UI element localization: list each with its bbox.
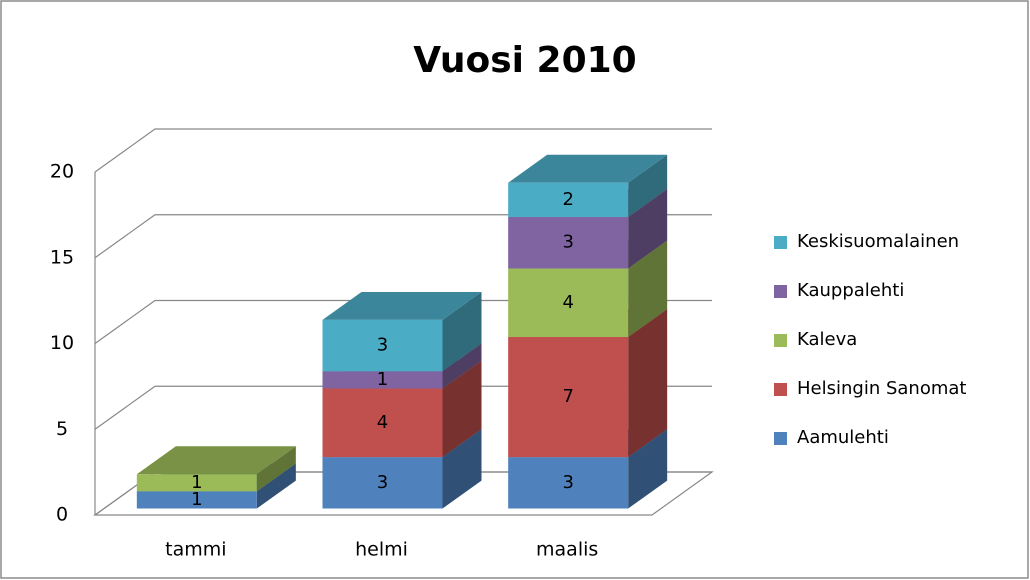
bar <box>322 388 443 458</box>
bar-side <box>442 291 482 372</box>
legend-swatch <box>774 285 787 298</box>
bar-side <box>628 240 668 338</box>
legend-label: Helsingin Sanomat <box>797 378 966 399</box>
legend-label: Aamulehti <box>797 427 889 448</box>
grid-line <box>94 128 712 173</box>
legend-label: Keskisuomalainen <box>797 231 959 252</box>
bar-top <box>136 446 296 475</box>
bar <box>136 491 257 509</box>
y-tick-label: 5 <box>56 418 68 440</box>
x-tick-label: tammi <box>165 539 226 561</box>
bar-side <box>442 343 482 389</box>
bar-side <box>256 463 296 509</box>
y-tick-label: 20 <box>50 161 74 183</box>
bar-side <box>256 446 296 492</box>
bar <box>508 457 629 509</box>
data-label: 2 <box>562 189 573 210</box>
legend-swatch <box>774 236 787 249</box>
chart-title: Vuosi 2010 <box>413 40 636 81</box>
bar <box>322 319 443 372</box>
data-label: 4 <box>377 412 388 433</box>
bar-side <box>628 189 668 269</box>
data-label: 3 <box>562 232 573 253</box>
y-tick-label: 15 <box>50 246 74 268</box>
y-tick-label: 0 <box>56 504 68 526</box>
bar <box>508 337 629 458</box>
bar <box>322 457 443 509</box>
bar-top <box>322 291 482 320</box>
x-tick-label: helmi <box>355 539 408 561</box>
bar <box>322 371 443 389</box>
y-tick-label: 10 <box>50 332 74 354</box>
bar-side <box>628 429 668 509</box>
data-label: 1 <box>377 369 388 390</box>
data-label: 1 <box>191 489 202 510</box>
bar <box>508 217 629 269</box>
legend-swatch <box>774 432 787 445</box>
data-label: 3 <box>377 335 388 356</box>
bar-side <box>628 154 668 217</box>
bar-side <box>442 429 482 509</box>
bar-side <box>442 360 482 458</box>
bar-side <box>628 309 668 458</box>
bar-top <box>508 154 668 183</box>
data-label: 3 <box>377 472 388 493</box>
x-tick-label: maalis <box>536 539 598 561</box>
bar <box>508 182 629 217</box>
legend-swatch <box>774 334 787 347</box>
bar <box>508 268 629 338</box>
data-label: 3 <box>562 472 573 493</box>
data-label: 7 <box>562 386 573 407</box>
legend-label: Kauppalehti <box>797 280 904 301</box>
bar <box>136 474 257 492</box>
data-label: 1 <box>191 472 202 493</box>
legend-label: Kaleva <box>797 329 857 350</box>
data-label: 4 <box>562 292 573 313</box>
legend-swatch <box>774 383 787 396</box>
